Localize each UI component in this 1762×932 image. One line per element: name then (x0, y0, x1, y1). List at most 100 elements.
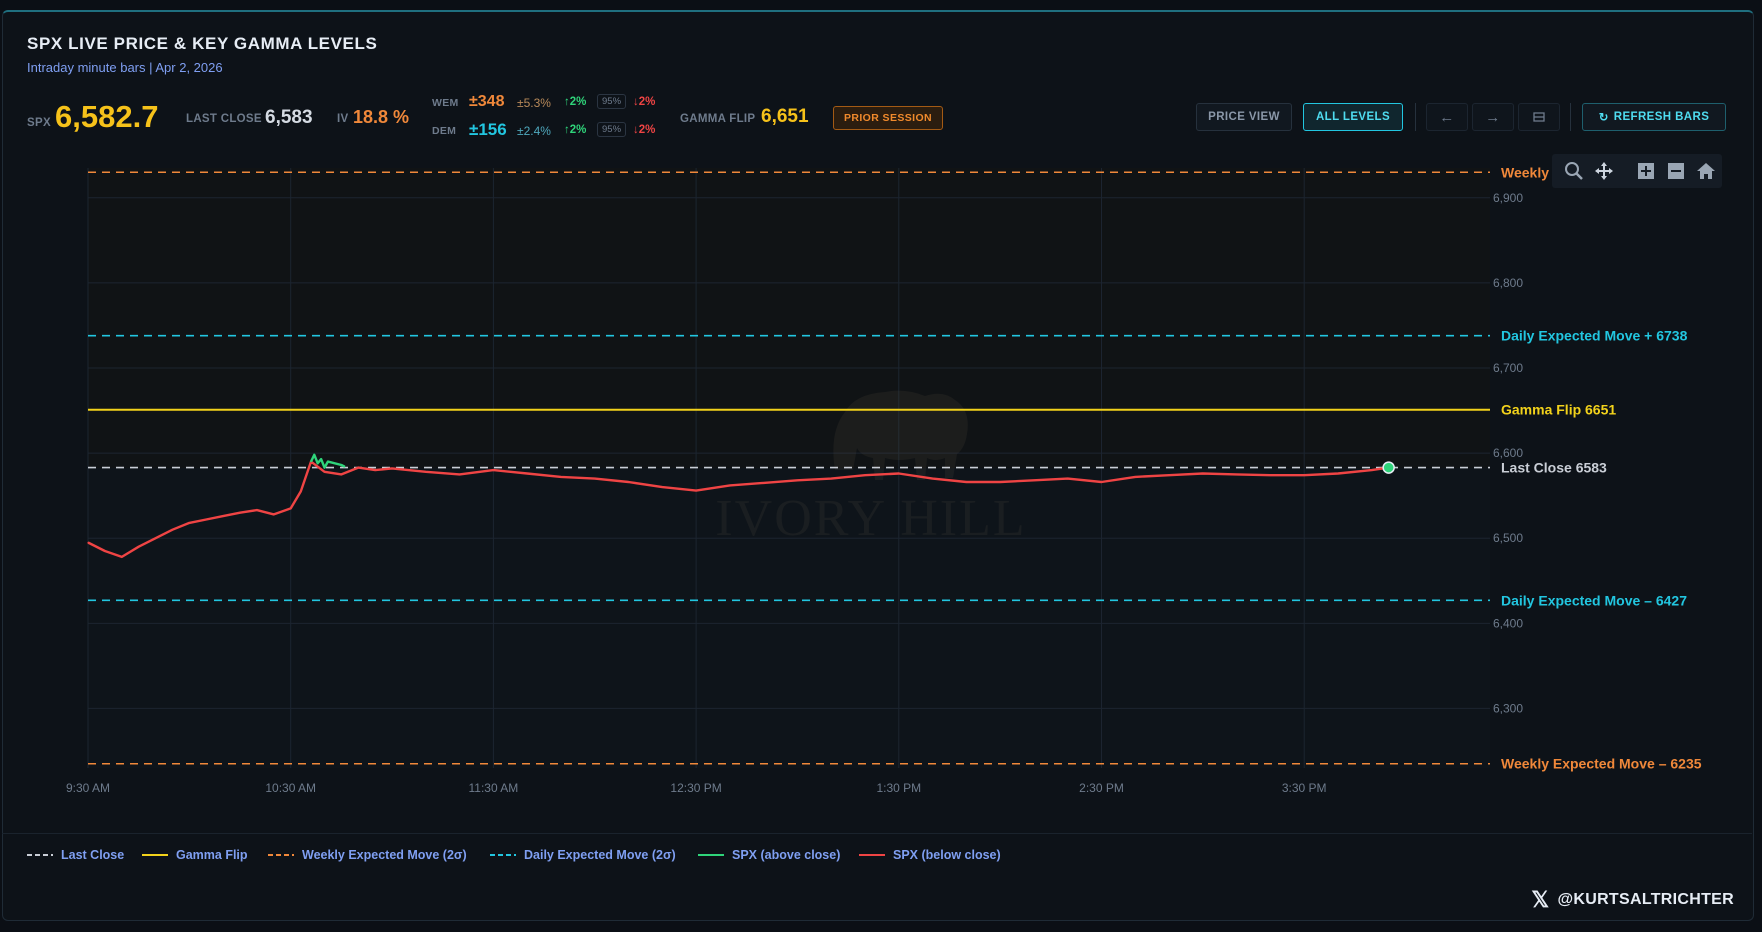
plot-band-upper (88, 168, 1490, 468)
y-tick-label: 6,300 (1493, 701, 1523, 715)
refresh-icon: ↻ (1598, 112, 1609, 124)
refresh-bars-button[interactable]: ↻ REFRESH BARS (1582, 103, 1726, 131)
elephant-logo-icon (833, 390, 968, 480)
data-point (1269, 474, 1272, 476)
dem-label: DEM (432, 125, 457, 137)
social-handle[interactable]: 𝕏 @KURTSALTRICHTER (1531, 887, 1734, 912)
forward-button[interactable]: → (1472, 103, 1514, 131)
spx-price: 6,582.7 (55, 99, 159, 134)
data-point (1236, 473, 1238, 475)
level-label: Weekly Expected Move – 6235 (1501, 756, 1702, 772)
arrow-up-icon: ↑ (564, 96, 570, 108)
data-point (999, 481, 1001, 483)
series-line (87, 460, 1389, 559)
chart-grid (87, 168, 1490, 768)
data-point (313, 454, 315, 456)
x-logo-icon: 𝕏 (1531, 887, 1550, 912)
legend-divider (2, 833, 1752, 834)
level-label: Daily Expected Move – 6427 (1501, 592, 1687, 608)
page-subtitle: Intraday minute bars | Apr 2, 2026 (27, 60, 223, 75)
legend-item[interactable]: Last Close (27, 847, 124, 863)
data-point (327, 461, 329, 463)
data-point (317, 462, 319, 464)
legend-swatch-icon (27, 854, 53, 856)
data-point (661, 486, 663, 488)
legend-swatch-icon (698, 854, 724, 856)
arrow-left-icon: ← (1439, 108, 1455, 126)
price-view-button[interactable]: PRICE VIEW (1196, 103, 1292, 131)
data-point (1303, 474, 1305, 476)
data-point (492, 469, 494, 471)
data-point (1100, 481, 1103, 483)
wem-percent: ±5.3% (517, 96, 551, 110)
watermark: IVORY HILL (715, 390, 1025, 547)
data-point (320, 458, 322, 460)
data-point (560, 476, 562, 478)
price-series (87, 453, 1395, 559)
data-point (763, 482, 765, 484)
last-price-marker (1382, 461, 1395, 474)
data-point (104, 550, 106, 552)
data-point (138, 546, 140, 548)
y-tick-label: 6,900 (1493, 191, 1523, 205)
pan-icon[interactable] (1593, 160, 1615, 182)
data-point (1337, 472, 1339, 475)
data-point (239, 512, 241, 514)
data-point (340, 464, 342, 466)
last-close-value: 6,583 (265, 107, 313, 128)
data-point (154, 537, 157, 539)
data-point (1134, 476, 1136, 478)
toolbar-divider (1415, 103, 1416, 131)
legend-label: SPX (below close) (893, 848, 1001, 862)
data-point (459, 473, 461, 475)
arrow-right-icon: → (1485, 108, 1501, 126)
y-tick-label: 6,800 (1493, 276, 1523, 290)
legend-item[interactable]: Daily Expected Move (2σ) (490, 847, 676, 863)
data-point (1067, 478, 1069, 480)
level-label: Gamma Flip 6651 (1501, 402, 1616, 418)
wem-down: ↓2% (633, 96, 656, 108)
legend-item[interactable]: SPX (above close) (698, 847, 840, 863)
zoom-icon[interactable] (1563, 160, 1585, 182)
y-tick-label: 6,400 (1493, 616, 1523, 630)
y-axis: 6,300 6,400 6,500 6,600 6,700 6,800 6,900 (1493, 191, 1523, 716)
data-point (425, 471, 427, 473)
legend-swatch-icon (268, 854, 294, 856)
data-point (171, 529, 174, 531)
wem-label: WEM (432, 97, 459, 109)
data-point (830, 478, 832, 480)
chart-toolbar (1552, 154, 1722, 188)
all-levels-button[interactable]: ALL LEVELS (1303, 103, 1403, 131)
data-point (121, 556, 123, 558)
legend-swatch-icon (859, 854, 885, 856)
data-point (340, 473, 342, 475)
x-tick-label: 12:30 PM (670, 781, 721, 795)
home-icon[interactable] (1695, 160, 1717, 182)
back-button[interactable]: ← (1426, 103, 1468, 131)
legend-label: Daily Expected Move (2σ) (524, 848, 676, 862)
data-point (391, 467, 393, 470)
y-tick-label: 6,600 (1493, 446, 1523, 460)
legend-label: Gamma Flip (176, 848, 248, 862)
data-point (594, 478, 596, 480)
legend-item[interactable]: SPX (below close) (859, 847, 1001, 863)
zoom-out-icon[interactable] (1665, 160, 1687, 182)
iv-label: IV (337, 113, 349, 125)
data-point (627, 481, 630, 483)
data-point (357, 466, 359, 469)
data-point (222, 515, 224, 517)
legend-swatch-icon (142, 854, 168, 856)
wem-up: ↑2% (564, 96, 587, 108)
data-point (87, 541, 89, 544)
zoom-in-icon[interactable] (1635, 160, 1657, 182)
y-tick-label: 6,500 (1493, 531, 1523, 545)
data-point (898, 472, 900, 475)
legend-item[interactable]: Gamma Flip (142, 847, 248, 863)
level-label: Daily Expected Move + 6738 (1501, 328, 1688, 344)
series-line (309, 453, 346, 469)
panel-button[interactable] (1518, 103, 1560, 131)
data-point (290, 507, 292, 510)
iv-value: 18.8 % (353, 107, 410, 127)
legend-item[interactable]: Weekly Expected Move (2σ) (268, 847, 467, 863)
